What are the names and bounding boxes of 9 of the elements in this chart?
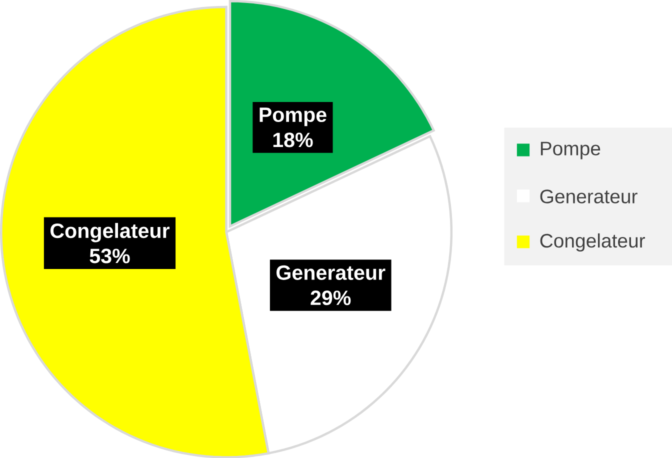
slice-label: Generateur xyxy=(276,265,386,280)
legend-label: Generateur xyxy=(540,189,638,204)
slice-label: Pompe xyxy=(260,107,326,126)
legend-label: Congelateur xyxy=(540,233,645,252)
data-label: 18% xyxy=(273,132,313,148)
data-label: 29% xyxy=(310,290,351,305)
legend-label: Pompe xyxy=(540,142,600,160)
slice-label: Congelateur xyxy=(50,222,170,242)
data-label: 53% xyxy=(90,248,130,264)
